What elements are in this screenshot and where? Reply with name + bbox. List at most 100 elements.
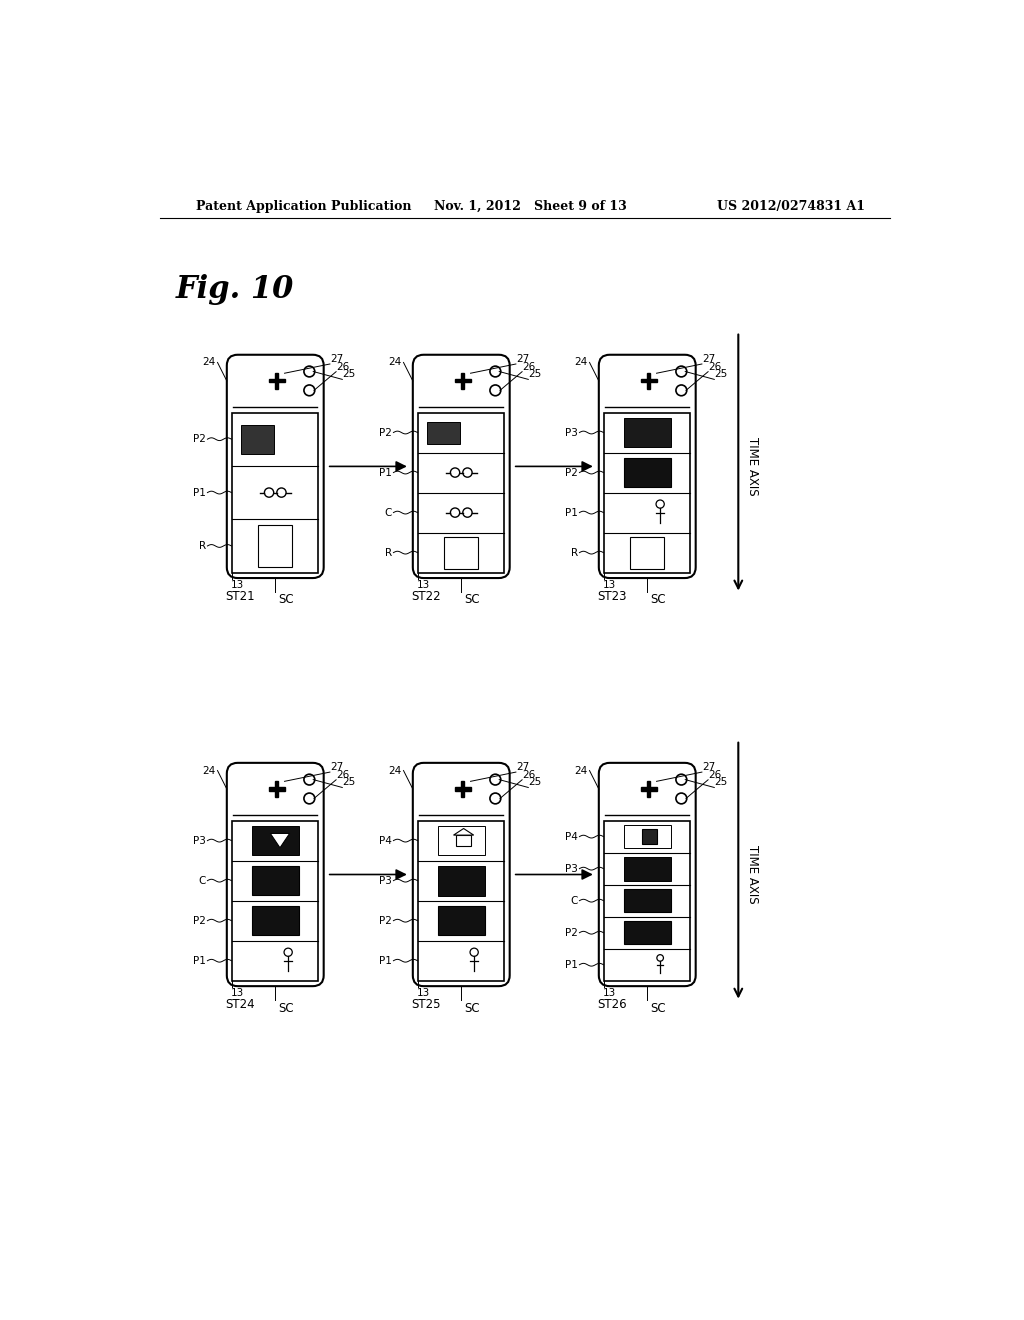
Text: Nov. 1, 2012   Sheet 9 of 13: Nov. 1, 2012 Sheet 9 of 13	[434, 199, 627, 213]
Text: 13: 13	[230, 581, 244, 590]
Text: C: C	[199, 875, 206, 886]
Text: 25: 25	[715, 777, 727, 788]
FancyBboxPatch shape	[226, 763, 324, 986]
Text: P2: P2	[565, 467, 578, 478]
Text: 24: 24	[389, 358, 402, 367]
Text: P1: P1	[193, 956, 206, 966]
FancyBboxPatch shape	[226, 355, 324, 578]
Text: ST21: ST21	[225, 590, 255, 603]
Text: 13: 13	[417, 581, 430, 590]
Text: P2: P2	[379, 916, 392, 925]
Bar	[418, 821, 504, 981]
Text: P1: P1	[193, 487, 206, 498]
Text: P2: P2	[379, 428, 392, 437]
Text: ST25: ST25	[412, 998, 440, 1011]
Text: 26: 26	[336, 362, 349, 372]
Text: 26: 26	[522, 770, 536, 780]
Text: ST24: ST24	[225, 998, 255, 1011]
Text: 25: 25	[715, 370, 727, 379]
Text: SC: SC	[650, 594, 666, 606]
Bar	[232, 821, 318, 981]
Text: 13: 13	[603, 989, 616, 998]
Text: Patent Application Publication: Patent Application Publication	[197, 199, 412, 213]
Bar	[444, 537, 478, 569]
Text: P1: P1	[379, 956, 392, 966]
Bar	[642, 829, 656, 845]
Bar	[604, 821, 690, 981]
Bar	[624, 418, 671, 447]
Bar	[624, 825, 671, 849]
Text: 26: 26	[708, 770, 721, 780]
Text: 27: 27	[330, 354, 343, 364]
Bar	[252, 826, 299, 855]
Text: SC: SC	[279, 1002, 294, 1015]
Text: 27: 27	[701, 762, 715, 772]
Bar	[624, 458, 671, 487]
Text: US 2012/0274831 A1: US 2012/0274831 A1	[717, 199, 865, 213]
Bar	[624, 890, 671, 912]
Text: R: R	[570, 548, 578, 557]
Text: TIME AXIS: TIME AXIS	[746, 437, 759, 496]
Text: ST23: ST23	[597, 590, 627, 603]
Bar	[647, 781, 650, 797]
Text: SC: SC	[464, 1002, 480, 1015]
Text: 27: 27	[330, 762, 343, 772]
Bar	[427, 421, 460, 444]
Bar	[437, 866, 485, 896]
Bar	[275, 374, 279, 388]
Text: 24: 24	[574, 766, 588, 776]
Text: 24: 24	[389, 766, 402, 776]
Text: P1: P1	[379, 467, 392, 478]
Bar	[437, 907, 485, 935]
Bar	[418, 413, 504, 573]
Text: R: R	[199, 541, 206, 550]
Polygon shape	[454, 829, 474, 836]
Text: P1: P1	[565, 508, 578, 517]
Polygon shape	[270, 833, 290, 847]
Text: P1: P1	[565, 960, 578, 970]
Text: 27: 27	[516, 354, 529, 364]
Bar	[455, 788, 471, 791]
Text: ST26: ST26	[597, 998, 627, 1011]
FancyBboxPatch shape	[413, 763, 510, 986]
Text: 25: 25	[342, 777, 355, 788]
Text: P3: P3	[193, 836, 206, 846]
Text: 25: 25	[342, 370, 355, 379]
Bar	[269, 379, 285, 383]
Bar	[456, 836, 471, 846]
Text: 27: 27	[516, 762, 529, 772]
Text: 13: 13	[603, 581, 616, 590]
Text: P2: P2	[193, 434, 206, 445]
Bar	[624, 921, 671, 944]
Text: P4: P4	[565, 832, 578, 842]
Text: ST22: ST22	[412, 590, 441, 603]
Bar	[275, 781, 279, 797]
Text: C: C	[385, 508, 392, 517]
Text: C: C	[570, 896, 578, 906]
Bar	[232, 413, 318, 573]
Bar	[241, 425, 273, 454]
Text: 26: 26	[708, 362, 721, 372]
Bar	[258, 524, 293, 568]
FancyBboxPatch shape	[599, 763, 695, 986]
Bar	[252, 866, 299, 895]
Bar	[630, 537, 665, 569]
Text: P3: P3	[565, 863, 578, 874]
Text: 24: 24	[203, 766, 216, 776]
Text: P3: P3	[565, 428, 578, 437]
Bar	[641, 788, 656, 791]
Text: SC: SC	[279, 594, 294, 606]
Bar	[252, 907, 299, 935]
Text: TIME AXIS: TIME AXIS	[746, 845, 759, 904]
Text: R: R	[385, 548, 392, 557]
Text: 13: 13	[230, 989, 244, 998]
Bar	[461, 374, 464, 388]
Bar	[437, 826, 485, 855]
FancyBboxPatch shape	[413, 355, 510, 578]
Text: 26: 26	[336, 770, 349, 780]
Text: P2: P2	[565, 928, 578, 937]
Text: 24: 24	[203, 358, 216, 367]
Text: 27: 27	[701, 354, 715, 364]
Text: 25: 25	[528, 370, 542, 379]
Bar	[604, 413, 690, 573]
